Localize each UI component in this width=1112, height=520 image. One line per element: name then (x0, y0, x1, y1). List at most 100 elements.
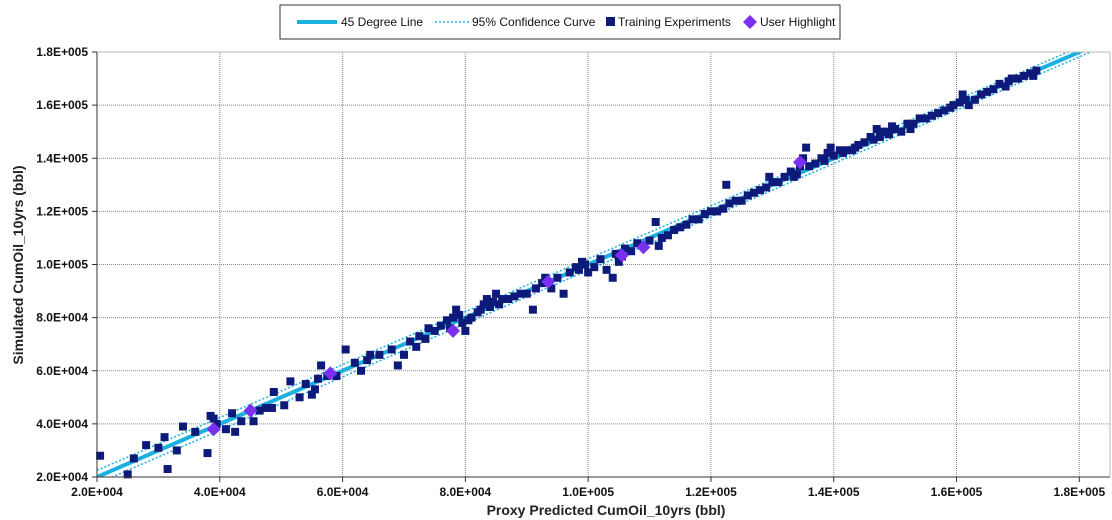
training-point (811, 159, 820, 168)
training-point (1029, 71, 1038, 80)
training-point (314, 374, 323, 383)
training-point (768, 178, 777, 187)
training-point (415, 332, 424, 341)
training-point (1007, 74, 1016, 83)
x-axis-title: Proxy Predicted CumOil_10yrs (bbl) (487, 502, 726, 518)
legend-label-45-degree-line: 45 Degree Line (341, 15, 423, 29)
training-point (854, 140, 863, 149)
training-point (651, 218, 660, 226)
training-point (495, 300, 504, 309)
x-tick-label: 1.6E+005 (931, 485, 983, 499)
x-tick-label: 1.2E+005 (685, 485, 737, 499)
training-point (872, 125, 881, 134)
training-point (955, 98, 964, 107)
training-point (1001, 82, 1010, 91)
training-point (670, 225, 679, 234)
training-point (172, 446, 181, 455)
training-point (191, 427, 200, 436)
training-point (590, 263, 599, 272)
training-point (393, 361, 402, 370)
training-point (961, 95, 970, 104)
training-point (269, 388, 278, 396)
training-point (261, 403, 270, 412)
training-point (977, 90, 986, 99)
training-point (178, 422, 187, 431)
training-point (565, 268, 574, 277)
training-point (614, 257, 623, 266)
training-point (897, 127, 906, 136)
training-point (492, 289, 501, 298)
highlight-point (792, 155, 807, 170)
training-point (633, 239, 642, 248)
training-point (1020, 71, 1029, 80)
training-point (713, 207, 722, 216)
training-point (485, 303, 494, 311)
training-point (964, 101, 973, 110)
training-point (682, 220, 691, 229)
x-tick-label: 6.0E+004 (317, 485, 369, 499)
training-point (805, 162, 814, 171)
training-point (722, 180, 731, 189)
training-point (884, 130, 893, 139)
training-point (129, 454, 138, 463)
training-point (756, 186, 765, 195)
training-point (602, 265, 611, 274)
axes: 2.0E+004 4.0E+004 6.0E+004 8.0E+004 1.0E+005… (36, 45, 1111, 499)
highlight-point (206, 422, 221, 437)
training-point (774, 178, 783, 187)
training-point (823, 148, 832, 157)
training-point (458, 318, 467, 327)
training-point (332, 372, 341, 381)
training-point (424, 324, 433, 333)
training-point (949, 101, 958, 110)
training-point (1032, 66, 1041, 75)
training-point (498, 295, 507, 304)
training-point (212, 419, 221, 428)
training-point (921, 114, 930, 123)
training-point (412, 342, 421, 351)
y-tick-label: 1.0E+005 (36, 258, 88, 272)
training-point (249, 417, 258, 426)
training-point (307, 390, 316, 399)
training-point (286, 377, 295, 386)
training-point (317, 361, 326, 370)
training-point (989, 85, 998, 94)
training-point (221, 425, 230, 434)
training-point (96, 451, 105, 460)
training-point (123, 470, 132, 479)
x-tick-label: 8.0E+004 (440, 485, 492, 499)
training-point (455, 310, 464, 319)
training-point (538, 279, 547, 288)
training-point (891, 125, 900, 134)
legend-swatch-training-experiments (606, 17, 615, 26)
highlight-point (541, 274, 556, 289)
x-tick-label: 1.4E+005 (808, 485, 860, 499)
training-point (608, 273, 617, 282)
training-point (934, 109, 943, 118)
legend-label-user-highlight: User Highlight (760, 15, 836, 29)
y-tick-label: 1.8E+005 (36, 45, 88, 59)
highlight-point (446, 323, 461, 338)
training-point (310, 385, 319, 394)
y-tick-label: 1.6E+005 (36, 98, 88, 112)
training-point (903, 119, 912, 128)
training-point (970, 95, 979, 104)
highlight-point (323, 366, 338, 381)
y-tick-label: 1.2E+005 (36, 204, 88, 218)
training-point (1013, 74, 1022, 83)
training-point (909, 119, 918, 128)
training-point (541, 273, 550, 282)
training-point (611, 249, 620, 258)
training-point (749, 188, 758, 197)
training-point (467, 313, 476, 322)
training-point (160, 433, 169, 442)
training-point (719, 204, 728, 213)
training-point (280, 401, 289, 410)
training-point (267, 403, 276, 412)
highlight-layer (206, 155, 807, 437)
training-point (436, 321, 445, 330)
highlight-point (243, 403, 258, 418)
training-point (627, 247, 636, 256)
training-point (356, 366, 365, 375)
training-point (645, 236, 654, 245)
